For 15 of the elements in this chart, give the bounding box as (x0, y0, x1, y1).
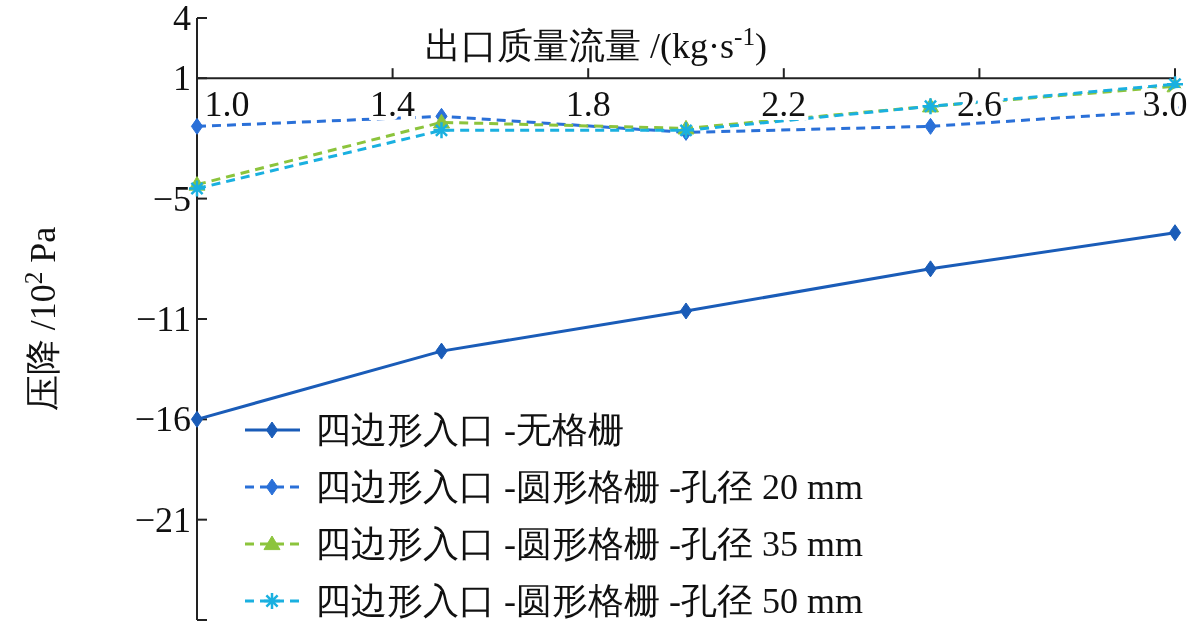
x-tick-label: 1.0 (204, 84, 250, 125)
y-tick-label: 4 (173, 0, 191, 38)
y-tick-label: 1 (173, 58, 191, 99)
x-tick-label: 1.4 (370, 84, 416, 125)
y-tick-label: −16 (134, 399, 191, 440)
x-tick-label: 2.2 (761, 84, 807, 125)
y-tick-label: −21 (134, 499, 191, 540)
legend-label: 四边形入口 -圆形格栅 -孔径 50 mm (315, 581, 863, 621)
y-tick-label: −5 (152, 178, 191, 219)
legend-label: 四边形入口 -无格栅 (315, 410, 624, 450)
x-axis-title: 出口质量流量 /(kg·s$^{-1}$) (425, 22, 767, 67)
legend-label: 四边形入口 -圆形格栅 -孔径 35 mm (315, 524, 863, 564)
y-tick-label: −11 (136, 299, 191, 339)
x-tick-label: 1.8 (565, 84, 611, 125)
legend-label: 四边形入口 -圆形格栅 -孔径 20 mm (315, 467, 863, 507)
